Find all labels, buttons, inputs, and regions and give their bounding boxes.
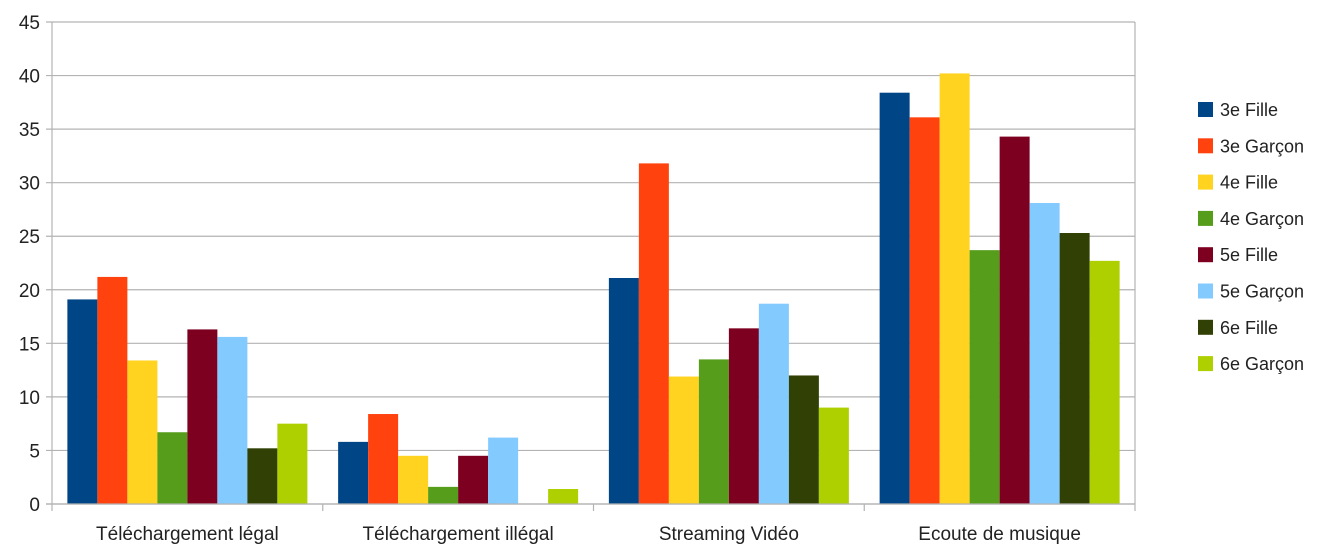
bar (818, 407, 849, 504)
bar (488, 437, 519, 504)
bar (157, 432, 188, 504)
bar (608, 277, 639, 504)
legend-swatch (1198, 138, 1213, 154)
legend-label: 3e Garçon (1220, 136, 1304, 156)
bars (67, 73, 1120, 505)
bar (1089, 260, 1120, 504)
legend-swatch (1198, 210, 1213, 226)
y-tick-label: 15 (19, 334, 40, 355)
category-label: Téléchargement illégal (363, 524, 554, 545)
bar (247, 448, 278, 504)
legend-label: 3e Fille (1220, 100, 1278, 120)
bar (428, 486, 459, 504)
legend-label: 6e Fille (1220, 318, 1278, 338)
legend-label: 4e Garçon (1220, 209, 1304, 229)
bar (127, 360, 158, 504)
bar (758, 303, 789, 504)
y-tick-label: 45 (19, 13, 40, 34)
bar (728, 328, 759, 504)
legend-swatch (1198, 174, 1213, 190)
legend-swatch (1198, 102, 1213, 117)
bar (217, 336, 248, 504)
bar (1029, 203, 1060, 505)
legend-label: 5e Garçon (1220, 282, 1304, 302)
bar (458, 455, 489, 504)
bar (187, 329, 218, 504)
axes (46, 22, 1136, 511)
y-tick-label: 5 (29, 441, 40, 462)
bar (939, 73, 970, 504)
bar (368, 414, 399, 504)
legend: 3e Fille 3e Garçon 4e Fille 4e Garçon 5e Fil… (1198, 100, 1304, 374)
y-tick-label: 35 (19, 120, 40, 141)
bar (1059, 233, 1090, 504)
legend-swatch (1198, 319, 1213, 335)
bar (909, 117, 940, 504)
y-tick-label: 0 (29, 495, 40, 516)
y-tick-label: 30 (19, 174, 40, 195)
legend-label: 4e Fille (1220, 173, 1278, 193)
bar (97, 276, 128, 504)
bar (548, 489, 579, 504)
bar (879, 92, 910, 505)
legend-swatch (1198, 283, 1213, 299)
category-label: Streaming Vidéo (659, 524, 799, 545)
bar (338, 441, 369, 504)
legend-swatch (1198, 356, 1213, 372)
category-label: Ecoute de musique (918, 524, 1081, 545)
x-axis-categories: Téléchargement légal Téléchargement illég… (96, 524, 1081, 545)
legend-label: 6e Garçon (1220, 354, 1304, 374)
y-tick-label: 20 (19, 281, 40, 302)
bar (999, 136, 1030, 504)
bar (668, 376, 699, 504)
y-tick-label: 10 (19, 388, 40, 409)
bar (788, 375, 819, 504)
bar (398, 455, 429, 504)
y-axis-ticks: 0 5 10 15 20 25 30 35 40 45 (19, 13, 40, 516)
legend-swatch (1198, 247, 1213, 263)
legend-label: 5e Fille (1220, 245, 1278, 265)
y-tick-label: 25 (19, 227, 40, 248)
category-label: Téléchargement légal (96, 524, 279, 545)
y-tick-label: 40 (19, 67, 40, 88)
bar (67, 299, 98, 504)
bar (698, 359, 729, 504)
bar (277, 423, 308, 504)
bar (969, 250, 1000, 504)
bar (638, 163, 669, 505)
